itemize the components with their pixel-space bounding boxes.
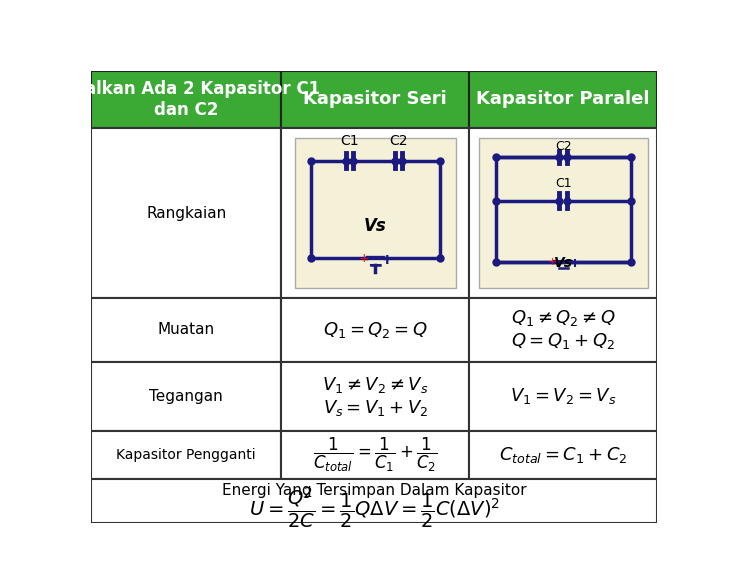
- Polygon shape: [91, 431, 281, 479]
- Polygon shape: [469, 71, 657, 128]
- Text: Kapasitor Seri: Kapasitor Seri: [304, 91, 447, 108]
- Polygon shape: [469, 362, 657, 431]
- Text: $V_s = V_1 + V_2$: $V_s = V_1 + V_2$: [323, 398, 428, 418]
- Polygon shape: [91, 479, 657, 523]
- Text: $U = \dfrac{Q^2}{2C} = \dfrac{1}{2}Q\Delta V = \dfrac{1}{2}C(\Delta V)^2$: $U = \dfrac{Q^2}{2C} = \dfrac{1}{2}Q\Del…: [248, 486, 500, 530]
- Text: C1: C1: [340, 134, 358, 148]
- Polygon shape: [469, 128, 657, 298]
- Text: C2: C2: [555, 140, 572, 153]
- Text: $C_{total} = C_1 + C_2$: $C_{total} = C_1 + C_2$: [499, 445, 628, 465]
- Polygon shape: [281, 128, 469, 298]
- Text: Energi Yang Tersimpan Dalam Kapasitor: Energi Yang Tersimpan Dalam Kapasitor: [222, 483, 526, 497]
- Polygon shape: [469, 298, 657, 362]
- Text: Tegangan: Tegangan: [150, 389, 223, 404]
- Polygon shape: [469, 431, 657, 479]
- Text: I: I: [573, 259, 577, 269]
- Text: $Q_1 \neq Q_2 \neq Q$: $Q_1 \neq Q_2 \neq Q$: [511, 308, 615, 328]
- Text: +: +: [548, 258, 557, 268]
- Polygon shape: [91, 298, 281, 362]
- Text: Kapasitor Pengganti: Kapasitor Pengganti: [116, 448, 256, 462]
- Text: +: +: [359, 252, 370, 265]
- Text: Kapasitor Paralel: Kapasitor Paralel: [477, 91, 650, 108]
- Text: Vs: Vs: [554, 256, 573, 270]
- Text: I: I: [385, 254, 389, 268]
- Polygon shape: [295, 138, 456, 289]
- Text: $Q = Q_1 + Q_2$: $Q = Q_1 + Q_2$: [511, 331, 615, 351]
- Text: Muatan: Muatan: [158, 322, 215, 337]
- Text: $V_1 = V_2 = V_s$: $V_1 = V_2 = V_s$: [510, 386, 616, 406]
- Text: C1: C1: [555, 177, 572, 190]
- Text: $Q_1 = Q_2 = Q$: $Q_1 = Q_2 = Q$: [323, 320, 428, 340]
- Text: C2: C2: [389, 134, 408, 148]
- Text: Vs: Vs: [364, 217, 387, 235]
- Text: Rangkaian: Rangkaian: [146, 206, 226, 220]
- Polygon shape: [281, 298, 469, 362]
- Polygon shape: [91, 128, 281, 298]
- Text: Misalkan Ada 2 Kapasitor C1
dan C2: Misalkan Ada 2 Kapasitor C1 dan C2: [53, 80, 320, 119]
- Polygon shape: [91, 362, 281, 431]
- Text: $V_1 \neq V_2 \neq V_s$: $V_1 \neq V_2 \neq V_s$: [322, 375, 429, 395]
- Polygon shape: [91, 71, 281, 128]
- Text: $\dfrac{1}{C_{total}} = \dfrac{1}{C_1} + \dfrac{1}{C_2}$: $\dfrac{1}{C_{total}} = \dfrac{1}{C_1} +…: [313, 436, 438, 474]
- Polygon shape: [479, 138, 648, 289]
- Polygon shape: [281, 362, 469, 431]
- Polygon shape: [281, 431, 469, 479]
- Polygon shape: [281, 71, 469, 128]
